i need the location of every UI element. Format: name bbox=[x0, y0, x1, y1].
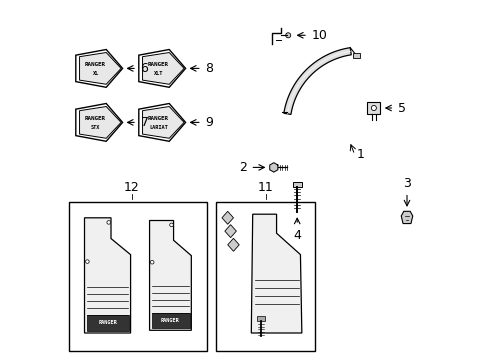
Text: 7: 7 bbox=[141, 116, 148, 129]
Text: 9: 9 bbox=[205, 116, 213, 129]
Polygon shape bbox=[222, 211, 233, 224]
Text: RANGER: RANGER bbox=[85, 117, 106, 121]
Text: 12: 12 bbox=[124, 181, 140, 194]
Text: XL: XL bbox=[93, 71, 98, 76]
Circle shape bbox=[86, 260, 89, 264]
Text: 2: 2 bbox=[239, 161, 247, 174]
Text: 10: 10 bbox=[312, 29, 327, 42]
Polygon shape bbox=[79, 107, 121, 138]
Circle shape bbox=[170, 223, 173, 227]
Polygon shape bbox=[79, 53, 121, 84]
Text: 1: 1 bbox=[357, 148, 365, 161]
Polygon shape bbox=[284, 48, 351, 114]
Polygon shape bbox=[225, 225, 236, 238]
Bar bbox=[293, 182, 302, 187]
Polygon shape bbox=[143, 53, 184, 84]
Polygon shape bbox=[401, 211, 413, 224]
Text: STX: STX bbox=[91, 125, 100, 130]
Polygon shape bbox=[149, 220, 191, 330]
Text: XLT: XLT bbox=[154, 71, 163, 76]
Text: 11: 11 bbox=[258, 181, 273, 194]
Text: 4: 4 bbox=[293, 229, 301, 242]
Text: LARIAT: LARIAT bbox=[149, 125, 168, 130]
Polygon shape bbox=[143, 107, 184, 138]
Bar bbox=[152, 313, 190, 328]
Circle shape bbox=[286, 33, 291, 38]
Text: RANGER: RANGER bbox=[98, 320, 117, 325]
Text: 3: 3 bbox=[403, 177, 411, 190]
Text: 8: 8 bbox=[205, 62, 214, 75]
Text: RANGER: RANGER bbox=[148, 63, 169, 67]
Circle shape bbox=[150, 260, 154, 264]
Text: 6: 6 bbox=[141, 62, 148, 75]
Polygon shape bbox=[84, 218, 131, 333]
Bar bbox=[353, 53, 360, 58]
Text: RANGER: RANGER bbox=[85, 63, 106, 67]
Bar bbox=[368, 102, 380, 114]
Bar bbox=[257, 316, 265, 321]
Text: 5: 5 bbox=[398, 102, 406, 114]
Circle shape bbox=[107, 221, 111, 224]
Text: RANGER: RANGER bbox=[161, 318, 180, 323]
Polygon shape bbox=[228, 238, 239, 251]
Polygon shape bbox=[251, 214, 302, 333]
Bar bbox=[87, 315, 129, 331]
Polygon shape bbox=[270, 163, 278, 172]
Circle shape bbox=[371, 105, 376, 111]
Bar bbox=[216, 202, 315, 351]
Text: RANGER: RANGER bbox=[148, 117, 169, 121]
Bar bbox=[69, 202, 207, 351]
